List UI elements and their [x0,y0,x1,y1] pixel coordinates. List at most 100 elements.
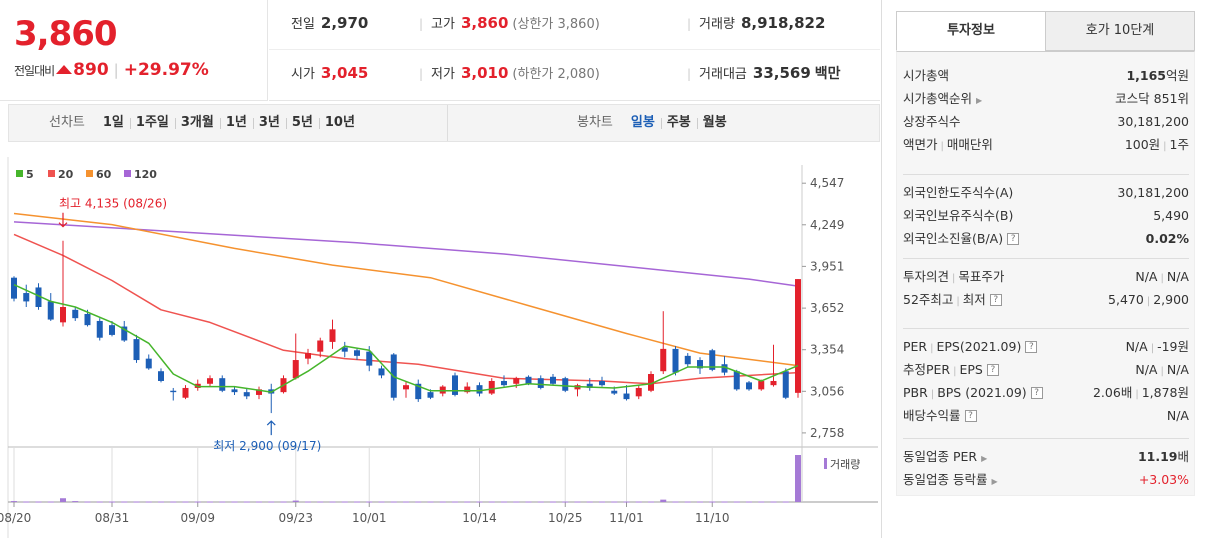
volume-bar [243,501,250,503]
volume-bar [109,501,115,503]
help-icon[interactable]: ? [1007,232,1020,245]
volume-bar [292,500,299,502]
low-arrow-icon [266,420,276,436]
help-icon[interactable]: ? [1025,340,1038,353]
info-section: 시가총액 1,165억원 시가총액순위 ▶ 코스닥 851위 상장주식수 30,181,20… [903,64,1189,156]
line-chart-label: 선차트 [49,115,85,130]
chevron-right-icon[interactable]: ▶ [976,96,983,105]
current-price: 3,860 [14,14,118,54]
candle-body [709,350,716,370]
info-row: 추정PER | EPS? N/A | N/A [903,358,1189,381]
legend-label: 60 [96,168,112,181]
volume-bar [182,501,189,503]
info-value: 1,165억원 [1126,68,1189,83]
stat-label: 고가 [431,17,455,32]
investment-info-panel: 시가총액 1,165억원 시가총액순위 ▶ 코스닥 851위 상장주식수 30,181,20… [896,51,1195,496]
legend-swatch [48,170,55,177]
volume-bar [464,501,471,503]
volume-bar [513,501,520,503]
help-icon[interactable]: ? [989,293,1002,306]
ma20-line [13,233,799,385]
candle-body [476,385,483,394]
volume-bar [574,501,581,503]
candle-body [623,393,630,400]
x-tick-label: 09/23 [278,511,313,525]
info-row: 외국인한도주식수(A) 30,181,200 [903,181,1189,204]
candle-body [501,380,507,386]
tab-1d[interactable]: 1일 [102,115,124,130]
line-chart-tabs: 선차트 1일 1주일 3개월 1년 3년 5년 10년 [49,105,361,141]
tab-monthly[interactable]: 월봉 [696,105,733,141]
candle-body [758,380,765,390]
legend-label: 5 [26,168,34,181]
candle-body [317,340,324,352]
volume-bar [795,455,801,502]
tab-5y[interactable]: 5년 [285,105,319,141]
info-value: 30,181,200 [1117,185,1189,200]
stat-low: | 저가 3,010 (하한가 2,080) [419,64,600,82]
volume-bar [672,501,679,503]
chevron-right-icon[interactable]: ▶ [981,454,988,463]
candle-body [586,383,593,388]
help-icon[interactable]: ? [1030,386,1043,399]
tab-daily[interactable]: 일봉 [630,115,655,130]
divider: | [113,61,119,79]
volume-bar [11,501,17,503]
info-value: 0.02% [1145,231,1189,246]
candle-body [109,325,115,335]
volume-bar [770,501,777,503]
volume-bar [648,501,654,503]
candle-body [648,374,654,391]
tab-10y[interactable]: 10년 [318,105,361,141]
info-section: PER | EPS(2021.09)? N/A | -19원 추정PER | EPS? N/A | N… [903,328,1189,427]
candle-body [231,389,238,393]
ma120-line [13,221,799,287]
candle-body [599,380,605,386]
volume-bar [145,501,152,503]
candle-body [47,301,54,320]
tab-3y[interactable]: 3년 [252,105,286,141]
volume-bar [158,501,164,503]
volume-bar [501,501,507,503]
side-panel: 투자정보 호가 10단계 시가총액 1,165억원 시가총액순위 ▶ 코스닥 851위 상… [881,0,1205,538]
info-row: PBR | BPS (2021.09)? 2.06배 | 1,878원 [903,381,1189,404]
volume-bar [366,501,373,503]
tab-3m[interactable]: 3개월 [174,105,220,141]
volume-bar [219,501,226,503]
candle-body [292,360,299,379]
volume-bar [599,501,605,503]
info-value: N/A | N/A [1135,269,1189,284]
help-icon[interactable]: ? [964,409,977,422]
candle-body [525,376,532,384]
candle-body [770,380,777,386]
info-value: 30,181,200 [1117,114,1189,129]
info-row: 외국인소진율(B/A)? 0.02% [903,227,1189,250]
stat-unit: 백만 [814,66,841,82]
info-row: PER | EPS(2021.09)? N/A | -19원 [903,335,1189,358]
candle-body [219,378,226,391]
tab-1w[interactable]: 1주일 [129,105,175,141]
help-icon[interactable]: ? [986,363,999,376]
candle-body [733,371,740,390]
legend-swatch [124,170,131,177]
x-tick-label: 10/14 [462,511,497,525]
info-row: 액면가 | 매매단위 100원 | 1주 [903,133,1189,156]
volume-bar [23,501,30,503]
tab-order-book[interactable]: 호가 10단계 [1045,11,1195,51]
change-label: 전일대비 [14,63,55,78]
volume-bar [452,501,458,503]
ma60-line [13,212,799,367]
tab-weekly[interactable]: 주봉 [660,105,697,141]
candle-body [329,329,336,342]
volume-bar [525,501,532,503]
x-tick-label: 10/01 [352,511,387,525]
chevron-right-icon[interactable]: ▶ [991,477,998,486]
info-value: N/A | -19원 [1125,339,1189,354]
volume-bar [635,501,642,503]
volume-bar [709,501,716,503]
stat-sub: (상한가 3,860) [512,17,600,32]
tab-investment-info[interactable]: 투자정보 [896,11,1046,51]
candle-chart-tabs: 봉차트 일봉 주봉 월봉 [577,105,733,141]
tab-1y[interactable]: 1년 [219,105,253,141]
candle-body [452,375,458,395]
